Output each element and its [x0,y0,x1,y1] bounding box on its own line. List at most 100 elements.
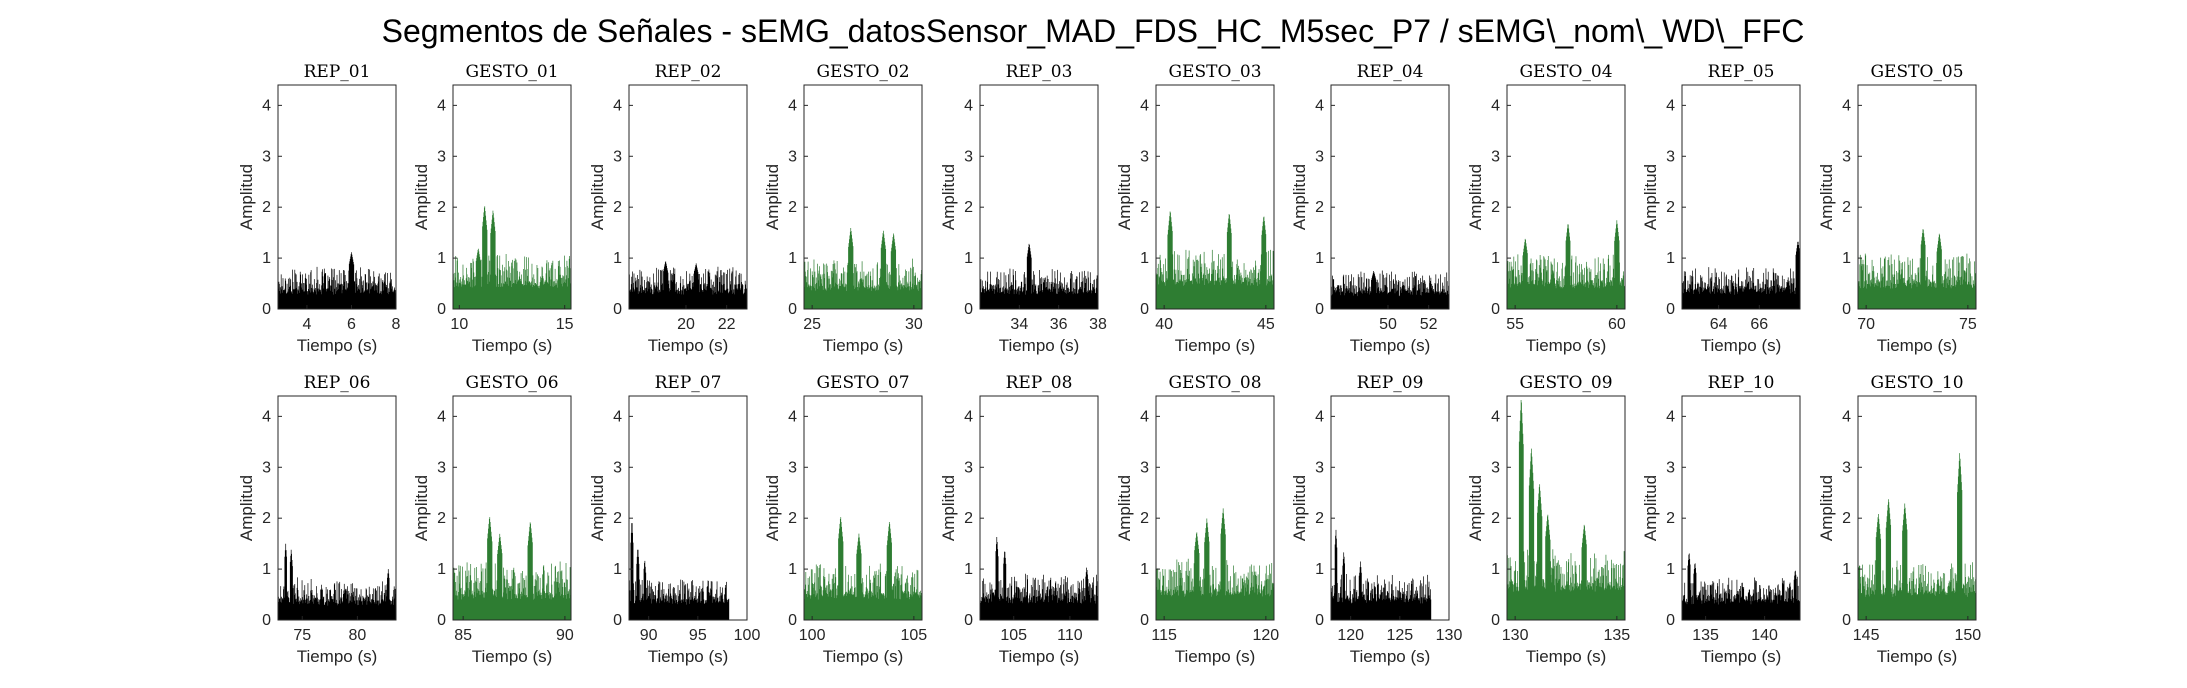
axes-frame [1681,84,1801,310]
y-tick-label: 4 [788,97,797,114]
y-tick-label: 3 [1140,459,1149,476]
x-tick-label: 110 [1057,627,1083,644]
y-tick-label: 2 [613,510,622,527]
x-axis-label: Tiempo (s) [1175,336,1256,355]
y-tick-label: 3 [1140,148,1149,165]
subplot-title: REP_02 [655,62,722,82]
subplot-rep-02: 0 1 2 3 4 20 22 REP_02 Tiempo (s) Amplitud [588,62,748,355]
y-tick-label: 1 [262,561,271,578]
y-tick-label: 2 [788,510,797,527]
y-tick-label: 3 [1315,148,1324,165]
x-tick-label: 75 [1959,316,1977,333]
axes-frame [1857,84,1977,310]
x-axis-label: Tiempo (s) [472,336,553,355]
y-axis-label: Amplitud [588,475,607,541]
y-tick-label: 2 [1666,199,1675,216]
y-tick-label: 4 [1666,408,1675,425]
x-tick-label: 10 [450,316,468,333]
subplot-gesto-06: 0 1 2 3 4 85 90 GESTO_06 Tiempo (s) Amplitud [412,373,574,666]
x-axis-label: Tiempo (s) [297,647,378,666]
y-tick-label: 4 [1666,97,1675,114]
axes-frame [452,84,572,310]
x-tick-label: 15 [556,316,574,333]
y-tick-label: 0 [1842,301,1851,318]
x-tick-label: 60 [1608,316,1626,333]
x-axis-label: Tiempo (s) [297,336,378,355]
y-tick-label: 3 [788,459,797,476]
subplot-title: GESTO_06 [465,373,558,393]
axes-frame [1506,84,1626,310]
x-axis-label: Tiempo (s) [1877,647,1958,666]
x-axis-label: Tiempo (s) [1350,647,1431,666]
y-tick-label: 2 [262,510,271,527]
subplot-rep-07: 0 1 2 3 4 90 95 100 REP_07 Tiempo (s) Amplitud [588,373,760,666]
y-tick-label: 3 [262,148,271,165]
subplot-gesto-03: 0 1 2 3 4 40 45 GESTO_03 Tiempo (s) Amplitud [1115,62,1275,355]
subplot-gesto-10: 0 1 2 3 4 145 150 GESTO_10 Tiempo (s) Amplitud [1817,373,1981,666]
y-tick-label: 2 [1315,510,1324,527]
x-tick-label: 125 [1386,627,1413,644]
y-axis-label: Amplitud [1466,475,1485,541]
x-tick-label: 52 [1420,316,1438,333]
x-tick-label: 135 [1692,627,1719,644]
y-tick-label: 1 [1140,250,1149,267]
y-axis-label: Amplitud [1817,164,1836,230]
axes-frame [1506,395,1626,621]
x-tick-label: 64 [1710,316,1728,333]
y-axis-label: Amplitud [237,164,256,230]
y-tick-label: 1 [262,250,271,267]
x-axis-label: Tiempo (s) [1350,336,1431,355]
x-tick-label: 150 [1955,627,1982,644]
y-tick-label: 1 [964,561,973,578]
y-tick-label: 4 [1491,97,1500,114]
y-tick-label: 4 [964,408,973,425]
axes-frame [979,84,1099,310]
y-tick-label: 2 [964,199,973,216]
x-tick-label: 90 [640,627,658,644]
x-axis-label: Tiempo (s) [472,647,553,666]
y-tick-label: 2 [1140,510,1149,527]
y-tick-label: 2 [1140,199,1149,216]
x-axis-label: Tiempo (s) [999,647,1080,666]
y-tick-label: 4 [1491,408,1500,425]
axes-frame [1155,395,1275,621]
y-tick-label: 0 [1842,612,1851,629]
y-axis-label: Amplitud [763,475,782,541]
y-tick-label: 2 [262,199,271,216]
x-tick-label: 105 [1000,627,1027,644]
y-axis-label: Amplitud [1290,475,1309,541]
y-tick-label: 3 [1666,459,1675,476]
y-tick-label: 3 [1842,148,1851,165]
y-tick-label: 0 [1315,301,1324,318]
y-axis-label: Amplitud [1115,164,1134,230]
x-tick-label: 20 [677,316,695,333]
subplot-rep-08: 0 1 2 3 4 105 110 REP_08 Tiempo (s) Amplitud [939,373,1099,666]
axes-box [803,84,923,310]
x-tick-label: 120 [1337,627,1364,644]
axes-box [1681,84,1801,310]
y-tick-label: 0 [1315,612,1324,629]
subplot-rep-10: 0 1 2 3 4 135 140 REP_10 Tiempo (s) Amplitud [1641,373,1801,666]
x-axis-label: Tiempo (s) [648,336,729,355]
y-tick-label: 0 [788,301,797,318]
axes-frame [452,395,572,621]
y-tick-label: 1 [1315,250,1324,267]
axes-frame [277,395,397,621]
x-tick-label: 45 [1257,316,1275,333]
subplot-title: GESTO_01 [465,62,558,82]
x-tick-label: 4 [302,316,311,333]
subplot-title: GESTO_10 [1870,373,1963,393]
y-tick-label: 3 [613,148,622,165]
y-tick-label: 1 [1140,561,1149,578]
x-tick-label: 120 [1253,627,1280,644]
x-tick-label: 85 [454,627,472,644]
y-tick-label: 1 [1842,561,1851,578]
x-tick-label: 70 [1857,316,1875,333]
y-tick-label: 4 [788,408,797,425]
axes-frame [1155,84,1275,310]
axes-frame [803,84,923,310]
y-tick-label: 1 [437,250,446,267]
x-tick-label: 75 [293,627,311,644]
x-axis-label: Tiempo (s) [823,336,904,355]
